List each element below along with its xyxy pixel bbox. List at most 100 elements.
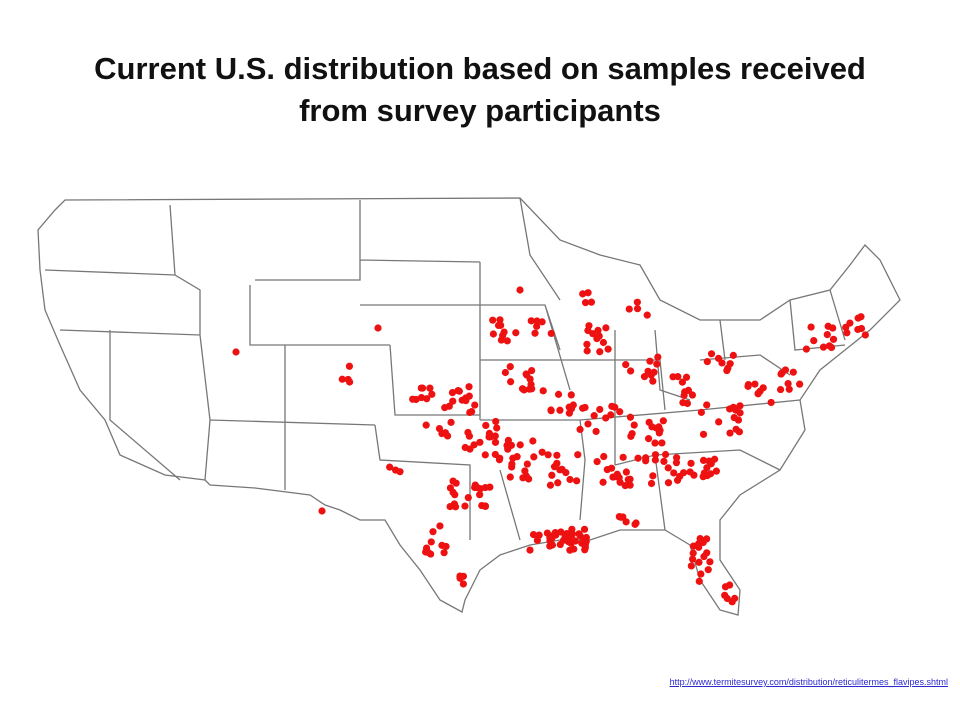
sample-dot [556, 406, 564, 414]
sample-dot [664, 479, 673, 487]
sample-dot [396, 468, 404, 476]
sample-dot [449, 477, 457, 485]
sample-dot [435, 425, 444, 433]
sample-dot [464, 494, 472, 502]
sample-dot [599, 338, 608, 347]
sample-dot [687, 562, 695, 570]
sample-dot [538, 448, 546, 456]
sample-dot [454, 387, 462, 395]
sample-dot [630, 421, 638, 429]
sample-dot [599, 478, 607, 486]
sample-dot [616, 408, 624, 416]
sample-dot [526, 375, 534, 383]
sample-dot [468, 408, 476, 416]
sample-dot [495, 456, 504, 464]
sample-dot [626, 413, 635, 421]
sample-dot [789, 368, 797, 376]
sample-dot [573, 477, 581, 485]
sample-dot [493, 424, 501, 432]
sample-dot [710, 455, 719, 463]
sample-dot [697, 570, 705, 578]
sample-dot [687, 459, 695, 467]
sample-dot [854, 314, 862, 322]
sample-dot [625, 305, 633, 313]
sample-dot [513, 453, 521, 461]
sample-dot [491, 432, 499, 440]
sample-dot [576, 425, 584, 434]
sample-dot [547, 407, 555, 415]
sample-dot [424, 548, 432, 557]
sample-dot [547, 329, 555, 338]
sample-dot [581, 403, 589, 412]
sample-dot [646, 357, 654, 365]
sample-dot [567, 391, 575, 399]
sample-dot [583, 340, 591, 348]
sample-dot [539, 387, 547, 395]
sample-dot [825, 342, 833, 350]
sample-dot [427, 538, 435, 546]
sample-dot [546, 481, 555, 489]
sample-dot [653, 360, 661, 368]
sample-dot [448, 389, 457, 397]
sample-dot [622, 361, 630, 369]
source-link[interactable]: http://www.termitesurvey.com/distributio… [669, 677, 948, 687]
sample-dot [428, 390, 436, 398]
sample-dot [481, 502, 490, 511]
sample-dot [843, 329, 851, 337]
sample-dot [602, 324, 610, 332]
sample-dot [649, 472, 657, 480]
sample-dot [706, 558, 714, 566]
sample-dot [658, 439, 666, 447]
sample-dot [451, 503, 460, 511]
sample-dot [651, 451, 660, 459]
sample-dot [409, 395, 417, 403]
sample-dot [465, 383, 473, 391]
sample-dot [429, 528, 437, 536]
sample-dot [736, 402, 744, 410]
sample-dot [584, 289, 592, 297]
sample-dot [508, 460, 516, 468]
sample-dot [688, 555, 697, 563]
sample-dot [736, 409, 744, 417]
sample-dot [631, 520, 639, 528]
sample-dot [561, 532, 569, 541]
sample-dot [578, 539, 586, 547]
sample-dot [695, 577, 703, 585]
sample-dot [459, 572, 468, 580]
sample-dot [462, 394, 470, 402]
sample-dot [824, 322, 832, 330]
sample-dot [593, 335, 601, 343]
sample-dot [640, 373, 649, 381]
sample-dot [674, 373, 682, 381]
sample-dot [512, 329, 520, 337]
sample-dot [823, 330, 831, 339]
sample-dot [596, 348, 604, 356]
sample-dot [600, 452, 608, 461]
sample-dot [670, 469, 678, 477]
sample-dot [633, 305, 642, 313]
sample-dot [624, 476, 632, 484]
sample-dot [574, 451, 582, 459]
sample-dot [784, 379, 792, 388]
sample-dot [447, 418, 455, 426]
sample-dot [699, 456, 708, 465]
sample-dot [426, 384, 434, 392]
sample-dot [678, 378, 687, 386]
sample-dot [449, 397, 457, 405]
sample-dot [516, 286, 524, 294]
slide-title: Current U.S. distribution based on sampl… [94, 51, 866, 128]
sample-dot [785, 385, 793, 393]
sample-dot [535, 531, 543, 539]
sample-dot [489, 330, 497, 338]
sample-dot [583, 347, 591, 355]
sample-dot [682, 373, 691, 381]
sample-dot [528, 385, 536, 393]
sample-dot [706, 470, 715, 478]
sample-dot [649, 377, 657, 385]
sample-dot [707, 350, 716, 358]
sample-dot [546, 533, 554, 541]
sample-dot [659, 417, 667, 425]
sample-dot [584, 326, 592, 335]
